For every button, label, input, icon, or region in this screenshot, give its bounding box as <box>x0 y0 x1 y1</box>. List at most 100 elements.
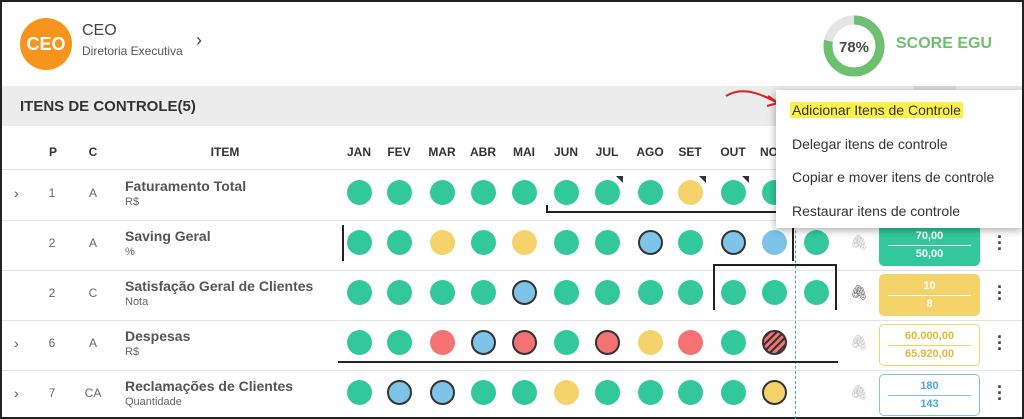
score-value: 78% <box>839 39 869 56</box>
score-arc <box>823 15 885 77</box>
status-dot[interactable] <box>347 280 372 305</box>
value-box: 10 8 <box>879 274 980 316</box>
status-dot[interactable] <box>471 280 496 305</box>
status-dot[interactable] <box>430 330 455 355</box>
menu-item-add[interactable]: Adicionar Itens de Controle <box>790 102 963 118</box>
current-month-marker <box>795 140 796 419</box>
status-dot[interactable] <box>678 280 703 305</box>
context-menu: Adicionar Itens de Controle Delegar iten… <box>776 90 1022 228</box>
status-dot[interactable] <box>678 176 706 205</box>
status-dot[interactable] <box>762 380 787 405</box>
paperclip-icon[interactable]: 🖇 <box>850 384 868 400</box>
period-marker <box>792 225 794 261</box>
status-dot[interactable] <box>721 230 746 255</box>
kebab-menu-icon[interactable]: · · · <box>997 377 1003 409</box>
kebab-menu-icon[interactable]: · · · <box>997 227 1003 259</box>
status-dot[interactable] <box>638 180 663 205</box>
item-name[interactable]: Faturamento Total <box>125 178 247 194</box>
status-dot[interactable] <box>638 280 663 305</box>
score-label: SCORE EGU <box>896 35 993 52</box>
status-dot[interactable] <box>721 176 749 205</box>
status-dot[interactable] <box>554 280 579 305</box>
row-p: 7 <box>48 386 56 400</box>
status-dot[interactable] <box>595 230 620 255</box>
menu-item-restore[interactable]: Restaurar itens de controle <box>792 203 961 219</box>
status-dot[interactable] <box>638 380 663 405</box>
status-dot[interactable] <box>430 280 455 305</box>
paperclip-icon[interactable]: 🖇 <box>850 284 868 300</box>
status-dot[interactable] <box>721 380 746 405</box>
value-box: 60.000,00 65.920,00 <box>879 324 980 366</box>
status-dot[interactable] <box>678 230 703 255</box>
status-dot[interactable] <box>678 380 703 405</box>
status-dot[interactable] <box>347 380 372 405</box>
status-dot[interactable] <box>430 380 455 405</box>
value-actual: 50,00 <box>915 248 944 260</box>
expand-row-icon[interactable]: › <box>14 335 19 351</box>
item-name[interactable]: Satisfação Geral de Clientes <box>125 278 314 294</box>
status-dot[interactable] <box>554 330 579 355</box>
status-dot[interactable] <box>512 380 537 405</box>
status-dot[interactable] <box>804 280 829 305</box>
menu-item-copy-move[interactable]: Copiar e mover itens de controle <box>792 169 995 185</box>
header-divider <box>2 169 1022 170</box>
status-dot[interactable] <box>595 380 620 405</box>
status-dot[interactable] <box>471 380 496 405</box>
status-dot[interactable] <box>387 380 412 405</box>
col-header-month: NO <box>760 145 778 159</box>
status-dot[interactable] <box>762 280 787 305</box>
status-dot[interactable] <box>347 180 372 205</box>
status-dot[interactable] <box>804 230 829 255</box>
status-dot[interactable] <box>512 230 537 255</box>
status-dot[interactable] <box>762 330 787 355</box>
status-dot[interactable] <box>430 180 455 205</box>
status-dot[interactable] <box>638 230 663 255</box>
status-dot[interactable] <box>721 330 746 355</box>
status-dot[interactable] <box>595 280 620 305</box>
kebab-menu-icon[interactable]: · · · <box>997 277 1003 309</box>
expand-row-icon[interactable]: › <box>14 385 19 401</box>
status-dot[interactable] <box>721 280 746 305</box>
status-dot[interactable] <box>762 230 787 255</box>
status-dot[interactable] <box>430 230 455 255</box>
role-title: CEO <box>82 22 117 39</box>
status-dot[interactable] <box>471 180 496 205</box>
paperclip-icon[interactable]: 🖇 <box>850 334 868 350</box>
item-name[interactable]: Reclamações de Clientes <box>125 378 294 394</box>
expand-row-icon[interactable]: › <box>14 185 19 201</box>
avatar[interactable]: CEO <box>20 18 72 70</box>
status-dot[interactable] <box>512 330 537 355</box>
status-dot[interactable] <box>471 330 496 355</box>
col-header-month: JAN <box>346 145 371 159</box>
item-unit: % <box>125 246 135 258</box>
item-name[interactable]: Saving Geral <box>125 228 211 244</box>
chevron-right-icon[interactable]: › <box>196 30 202 50</box>
status-dot[interactable] <box>387 180 412 205</box>
status-dot[interactable] <box>387 230 412 255</box>
period-bracket <box>338 361 838 363</box>
status-dot[interactable] <box>471 230 496 255</box>
status-dot[interactable] <box>512 180 537 205</box>
status-dot[interactable] <box>554 180 579 205</box>
status-dot[interactable] <box>387 330 412 355</box>
status-dot[interactable] <box>347 230 372 255</box>
item-unit: R$ <box>125 196 140 208</box>
status-dot[interactable] <box>678 330 703 355</box>
value-separator <box>888 245 971 246</box>
kebab-menu-icon[interactable]: · · · <box>997 327 1003 359</box>
item-name[interactable]: Despesas <box>125 328 191 344</box>
status-dot[interactable] <box>347 330 372 355</box>
status-dot[interactable] <box>512 280 537 305</box>
status-dot[interactable] <box>387 280 412 305</box>
row-divider <box>2 270 1022 271</box>
status-dot[interactable] <box>554 380 579 405</box>
paperclip-icon[interactable]: 🖇 <box>850 234 868 250</box>
status-dot[interactable] <box>554 230 579 255</box>
status-dot[interactable] <box>595 176 623 205</box>
value-target: 180 <box>920 380 939 392</box>
value-box: 180 143 <box>879 374 980 416</box>
menu-item-delegate[interactable]: Delegar itens de controle <box>792 136 948 152</box>
value-separator <box>888 295 971 296</box>
status-dot[interactable] <box>595 330 620 355</box>
status-dot[interactable] <box>638 330 663 355</box>
